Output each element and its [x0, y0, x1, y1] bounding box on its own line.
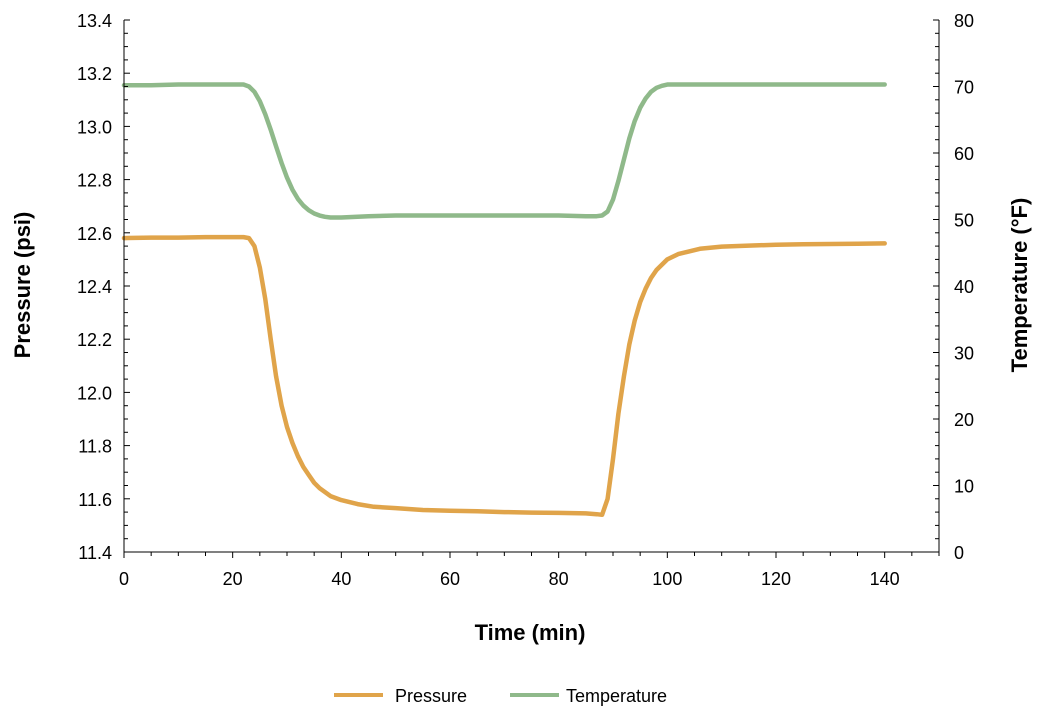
series-layer: [121, 82, 887, 518]
y-tick-label: 11.6: [78, 490, 112, 510]
labels-layer: 0 20 40 60 80 100 120 14011.411.611.812.012.212…: [77, 11, 974, 589]
y-tick-label: 12.2: [77, 330, 112, 350]
y-tick-label: 13.4: [77, 11, 112, 31]
x-axis-title: Time (min): [475, 620, 586, 645]
y2-tick-label: 10: [954, 477, 974, 497]
y2-tick-label: 50: [954, 211, 974, 231]
y2-tick-label: 40: [954, 277, 974, 297]
y2-axis-title: Temperature (°F): [1007, 198, 1032, 373]
y2-tick-label: 60: [954, 144, 974, 164]
y-tick-label: 12.6: [77, 224, 112, 244]
x-tick-label: 80: [549, 569, 569, 589]
legend-label-pressure: Pressure: [395, 686, 467, 706]
y-tick-label: 13.0: [77, 117, 112, 137]
x-tick-label: 20: [223, 569, 243, 589]
y2-tick-label: 20: [954, 410, 974, 430]
x-tick-label: 100: [652, 569, 682, 589]
series-line-pressure: [121, 234, 887, 518]
x-tick-label: 0: [119, 569, 129, 589]
y2-tick-label: 0: [954, 543, 964, 563]
y2-tick-label: 80: [954, 11, 974, 31]
x-tick-label: 60: [440, 569, 460, 589]
ticks-layer: [123, 19, 940, 558]
y-tick-label: 11.4: [78, 543, 112, 563]
y2-tick-label: 30: [954, 344, 974, 364]
x-tick-label: 140: [870, 569, 900, 589]
x-tick-label: 40: [331, 569, 351, 589]
x-tick-label: 120: [761, 569, 791, 589]
y-tick-label: 12.8: [77, 171, 112, 191]
y-tick-label: 11.8: [78, 437, 112, 457]
y-tick-label: 12.0: [77, 383, 112, 403]
y-tick-label: 13.2: [77, 64, 112, 84]
series-line-temperature: [121, 82, 887, 220]
legend-label-temperature: Temperature: [566, 686, 667, 706]
y2-tick-label: 70: [954, 78, 974, 98]
y-axis-title: Pressure (psi): [10, 212, 35, 359]
y-tick-label: 12.4: [77, 277, 112, 297]
legend: Pressure Temperature: [334, 686, 667, 706]
